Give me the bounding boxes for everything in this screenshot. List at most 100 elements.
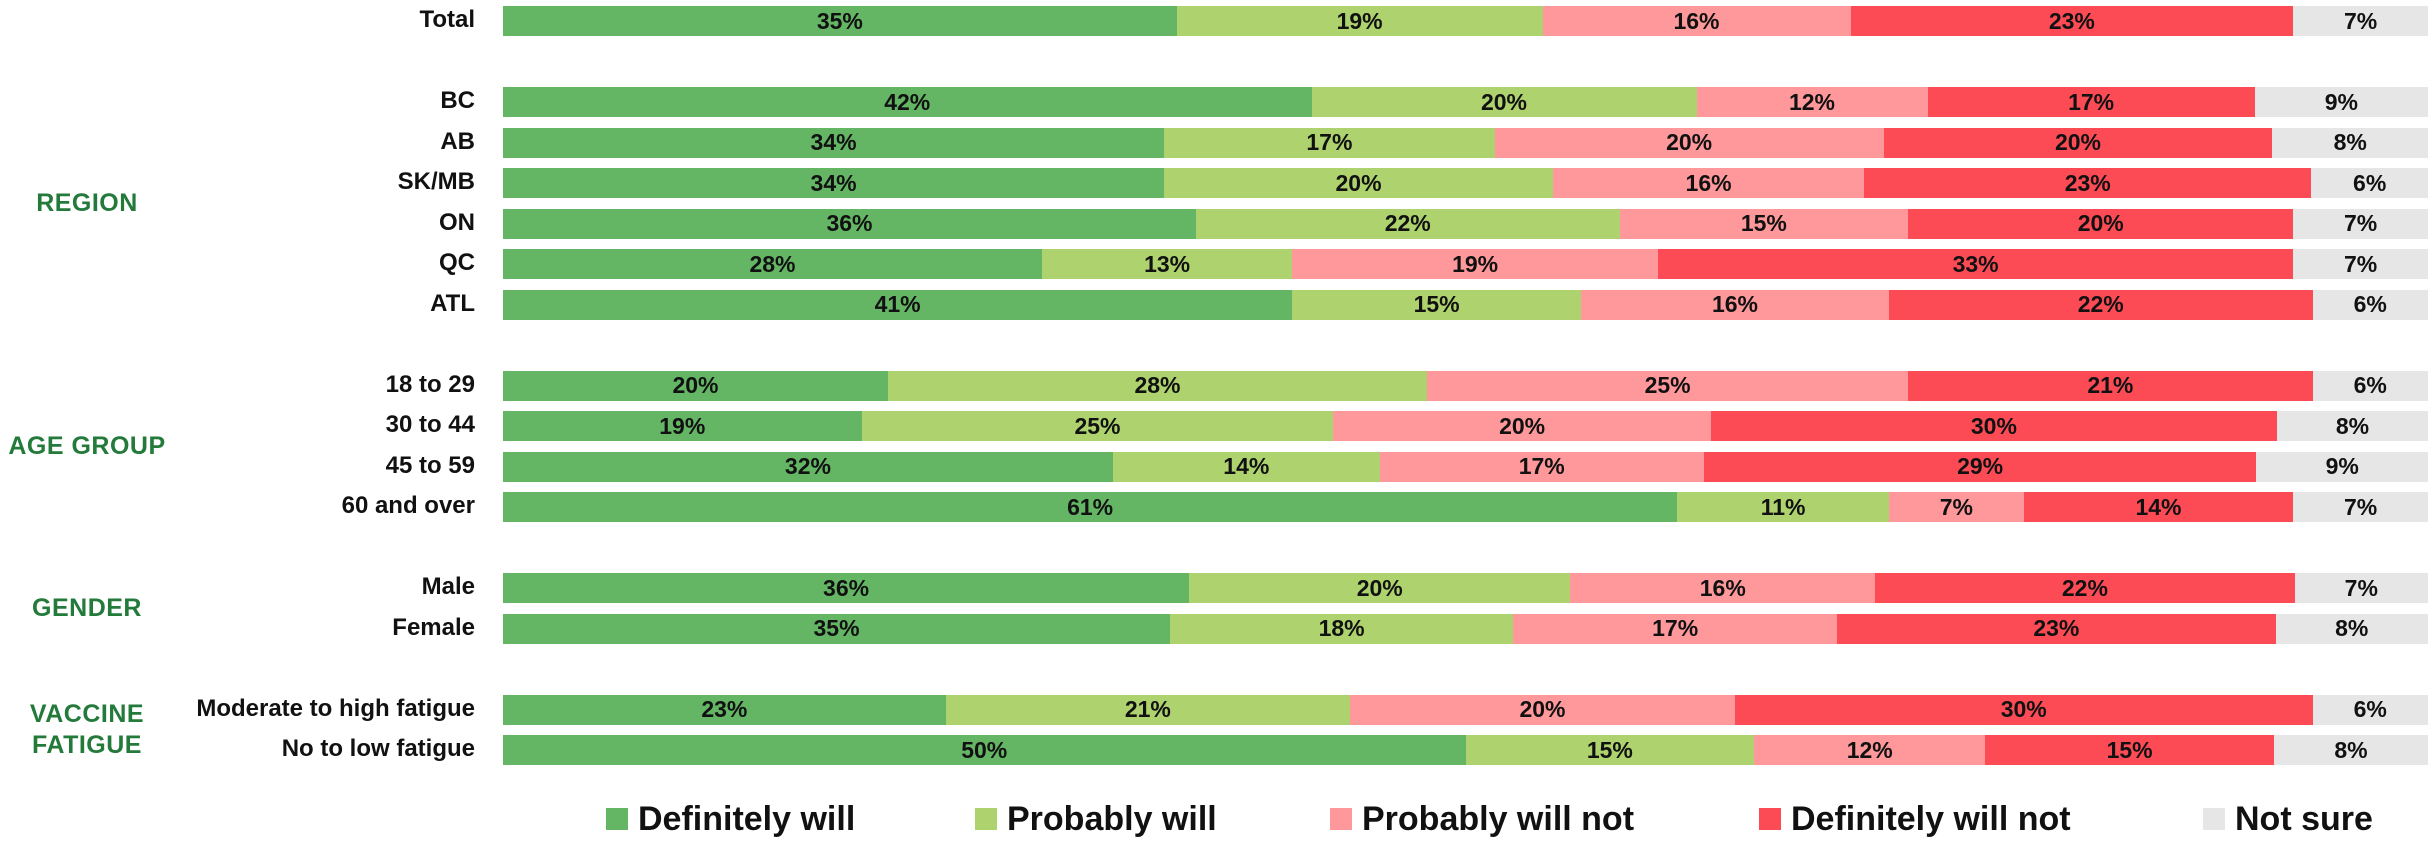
bar-value-label: 34% [810, 169, 857, 196]
bar-segment: 22% [1196, 208, 1620, 239]
legend-swatch [1330, 808, 1352, 830]
bar-value-label: 36% [823, 574, 870, 601]
bar-segment: 28% [503, 249, 1042, 279]
row-label: QC [439, 249, 475, 276]
bar-segment: 23% [503, 694, 946, 725]
row-label: Male [421, 573, 475, 600]
bar-segment: 8% [2277, 411, 2428, 441]
group-label: REGION [36, 188, 138, 217]
bar-row: 19% 25% 20% 30% 8% [503, 411, 2428, 441]
bar-segment: 32% [503, 451, 1113, 482]
bar-segment: 36% [503, 573, 1190, 603]
bar-segment: 28% [888, 370, 1427, 401]
bar-value-label: 21% [2087, 372, 2134, 398]
bar-value-label: 8% [2335, 412, 2370, 439]
legend-label: Probably will [1007, 799, 1217, 838]
bar-segment: 7% [2293, 249, 2428, 279]
bar-segment: 20% [503, 370, 888, 401]
bar-segment: 13% [1042, 249, 1293, 279]
bar-segment: 6% [2312, 694, 2428, 725]
bar-value-label: 19% [1452, 250, 1499, 277]
bar-segment: 20% [1908, 208, 2294, 239]
bar-value-label: 6% [2353, 372, 2387, 398]
bar-segment: 20% [1189, 573, 1571, 603]
bar-segment: 17% [1927, 87, 2255, 117]
bar-segment: 9% [2254, 87, 2428, 117]
bar-value-label: 19% [659, 412, 706, 439]
bar-value-label: 23% [701, 696, 748, 722]
bar-segment: 41% [503, 289, 1293, 320]
bar-segment: 15% [1465, 735, 1755, 765]
legend-item: Probably will not [1330, 797, 1634, 841]
bar-segment: 7% [2294, 573, 2428, 603]
bar-value-label: 15% [2106, 736, 2153, 763]
bar-segment: 15% [1619, 208, 1909, 239]
bar-segment: 7% [1889, 492, 2024, 522]
bar-segment: 22% [1875, 573, 2295, 603]
bar-value-label: 12% [1788, 88, 1836, 115]
legend-swatch [606, 808, 628, 830]
bar-value-label: 7% [2344, 493, 2378, 520]
bar-segment: 7% [2293, 6, 2428, 36]
bar-segment: 16% [1553, 168, 1865, 198]
group-label: VACCINE FATIGUE [29, 699, 145, 759]
bar-value-label: 30% [1970, 412, 2017, 439]
bar-segment: 12% [1696, 87, 1928, 117]
bar-segment: 8% [2272, 127, 2428, 158]
bar-segment: 9% [2256, 451, 2428, 482]
bar-segment: 14% [1112, 451, 1380, 482]
bar-segment: 36% [503, 208, 1196, 239]
bar-value-label: 13% [1144, 250, 1191, 277]
bar-segment: 15% [1985, 735, 2274, 765]
bar-segment: 30% [1735, 694, 2313, 725]
bar-segment: 17% [1513, 613, 1838, 644]
bar-value-label: 6% [2353, 169, 2387, 196]
bar-value-label: 28% [749, 250, 796, 277]
chart-legend: Definitely will Probably will Probably wil… [0, 797, 2435, 841]
bar-value-label: 6% [2353, 696, 2387, 722]
bar-value-label: 20% [2054, 129, 2101, 155]
bar-segment: 18% [1170, 613, 1514, 644]
group-label: AGE GROUP [8, 431, 166, 460]
bar-value-label: 20% [672, 372, 719, 398]
row-label: ATL [430, 289, 475, 317]
bar-segment: 16% [1581, 289, 1889, 320]
legend-label: Definitely will [638, 799, 856, 838]
bar-value-label: 23% [2048, 7, 2095, 34]
bar-value-label: 41% [874, 291, 921, 317]
bar-value-label: 7% [2344, 210, 2378, 236]
bar-value-label: 7% [2344, 574, 2378, 601]
bar-segment: 6% [2312, 289, 2428, 320]
bar-segment: 23% [1837, 613, 2276, 644]
bar-segment: 20% [1883, 127, 2273, 158]
bar-segment: 21% [945, 694, 1350, 725]
row-label: BC [440, 87, 475, 114]
bar-segment: 19% [1292, 249, 1658, 279]
bar-segment: 21% [1908, 370, 2313, 401]
bar-value-label: 7% [2344, 250, 2378, 277]
bar-value-label: 20% [1499, 412, 1546, 439]
bar-segment: 14% [2023, 492, 2294, 522]
bar-value-label: 35% [816, 7, 863, 34]
bar-value-label: 28% [1134, 372, 1181, 398]
bar-value-label: 32% [784, 453, 831, 479]
legend-swatch [975, 808, 997, 830]
bar-value-label: 22% [1384, 210, 1431, 236]
row-label: 60 and over [341, 492, 475, 519]
legend-swatch [2203, 808, 2225, 830]
legend-item: Definitely will not [1759, 797, 2071, 841]
bar-value-label: 23% [2033, 615, 2080, 641]
bar-value-label: 21% [1124, 696, 1171, 722]
bar-row: 35% 18% 17% 23% 8% [503, 613, 2428, 644]
bar-segment: 7% [2293, 208, 2428, 239]
bar-segment: 16% [1570, 573, 1876, 603]
bar-value-label: 6% [2353, 291, 2387, 317]
bar-segment: 8% [2275, 613, 2428, 644]
bar-segment: 25% [1427, 370, 1909, 401]
bar-value-label: 35% [813, 615, 860, 641]
bar-segment: 17% [1379, 451, 1704, 482]
bar-value-label: 42% [884, 88, 931, 115]
bar-value-label: 16% [1673, 7, 1720, 34]
bar-value-label: 16% [1685, 169, 1732, 196]
bar-segment: 7% [2293, 492, 2428, 522]
